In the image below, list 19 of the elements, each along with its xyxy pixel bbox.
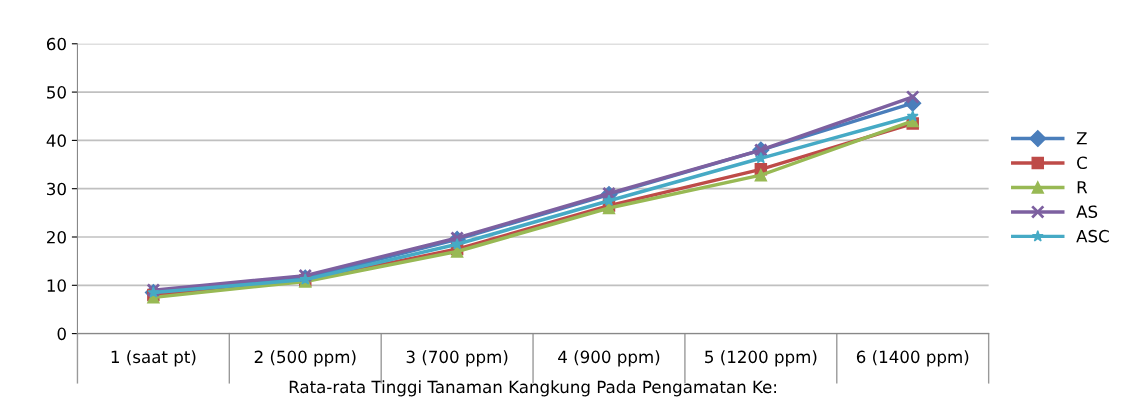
y-tick-label: 0 xyxy=(57,327,66,341)
legend-label: C xyxy=(1077,156,1087,170)
x-tick-label: 5 (1200 ppm) xyxy=(705,350,817,367)
x-axis-title: Rata-rata Tinggi Tanaman Kangkung Pada Pengamatan Ke: xyxy=(289,380,776,397)
legend-label: AS xyxy=(1076,205,1098,218)
x-tick-label: 2 (500 ppm) xyxy=(254,350,356,367)
legend-label: ASC xyxy=(1076,229,1109,243)
y-tick-label: 10 xyxy=(47,279,66,292)
x-tick-label: 4 (900 ppm) xyxy=(558,350,660,367)
legend-label: R xyxy=(1077,181,1088,194)
x-tick-label: 6 (1400 ppm) xyxy=(856,350,969,367)
legend-label: Z xyxy=(1076,132,1087,145)
y-tick-label: 20 xyxy=(47,230,66,244)
y-tick-label: 30 xyxy=(47,182,66,196)
y-tick-label: 40 xyxy=(46,134,66,147)
y-tick-label: 50 xyxy=(47,86,66,99)
x-tick-label: 3 (700 ppm) xyxy=(406,350,508,367)
y-tick-label: 60 xyxy=(46,37,66,51)
x-tick-label: 1 (saat pt) xyxy=(111,350,196,367)
